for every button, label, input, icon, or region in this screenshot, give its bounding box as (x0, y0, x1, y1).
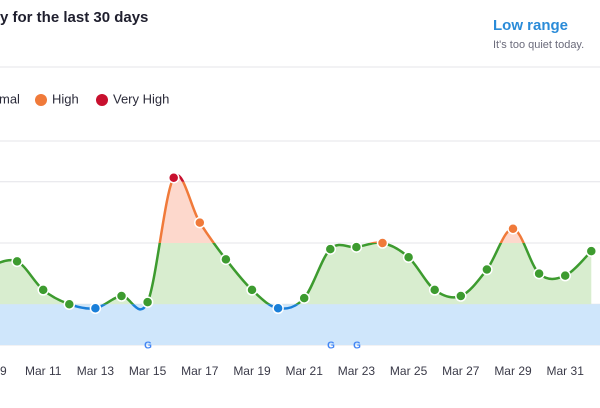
point (585, 245, 598, 257)
legend-label: High (52, 91, 79, 106)
point (63, 298, 76, 310)
point (533, 267, 545, 280)
x-tick-label: Mar 23 (338, 364, 376, 378)
point (220, 253, 232, 266)
point (324, 243, 337, 255)
x-tick-label: Mar 11 (25, 364, 62, 378)
point (89, 302, 102, 315)
x-tick-label: Mar 17 (181, 364, 219, 378)
legend-dot (96, 94, 108, 106)
low-band (0, 304, 600, 345)
point (141, 296, 154, 308)
x-tick-label: Mar 29 (494, 364, 532, 378)
legend-dot (35, 94, 47, 106)
point (350, 241, 363, 253)
legend-label: mal (0, 91, 20, 106)
x-tick-label: Mar 21 (286, 364, 324, 378)
point (115, 290, 128, 302)
point (559, 269, 571, 282)
point (376, 237, 389, 249)
point (167, 171, 180, 184)
point (481, 263, 493, 276)
x-tick-label: Mar 25 (390, 364, 428, 378)
normal-area (0, 243, 592, 305)
google-update-icons: G G G (144, 341, 361, 352)
x-tick-label: Mar 13 (77, 364, 115, 378)
point (11, 255, 23, 268)
svg-text:G: G (353, 341, 361, 352)
svg-text:G: G (144, 341, 152, 352)
x-tick-label: Mar 19 (233, 364, 271, 378)
point (272, 302, 284, 315)
legend-label: Very High (113, 91, 169, 106)
status-text: It's too quiet today. (493, 39, 584, 51)
status-title[interactable]: Low range (493, 17, 568, 34)
point (455, 290, 467, 302)
point (428, 284, 441, 296)
chart-title: y for the last 30 days (0, 9, 148, 26)
point (402, 251, 415, 264)
x-tick-label: Mar 27 (442, 364, 480, 378)
svg-text:G: G (327, 341, 335, 352)
point (246, 284, 258, 296)
x-tick-label: Mar 15 (129, 364, 167, 378)
point (298, 292, 310, 304)
point (507, 222, 519, 235)
point (194, 216, 206, 229)
x-tick-label: Mar 31 (547, 364, 585, 378)
high-area (159, 181, 524, 244)
point (37, 284, 49, 296)
x-tick-label: 9 (0, 364, 7, 378)
